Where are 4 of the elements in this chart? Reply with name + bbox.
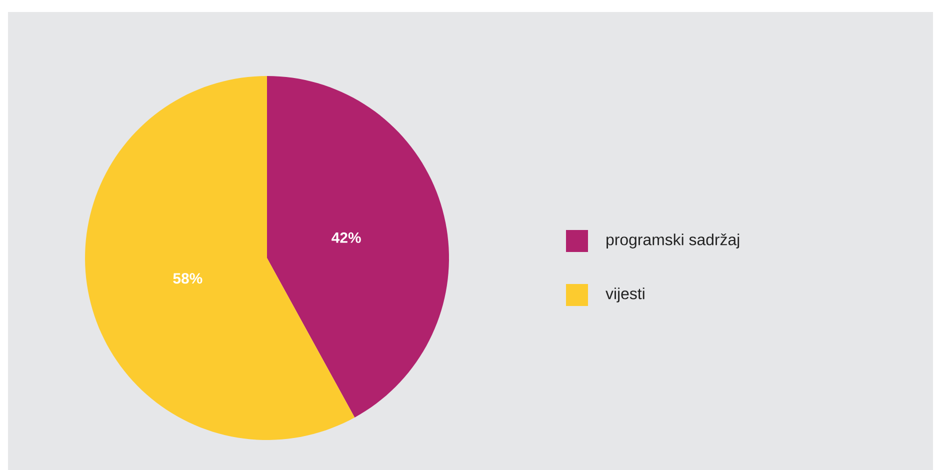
legend-label: programski sadržaj	[606, 234, 740, 248]
data-label: 42%	[332, 232, 361, 243]
data-label: 58%	[173, 273, 202, 284]
legend-label: vijesti	[606, 288, 644, 302]
